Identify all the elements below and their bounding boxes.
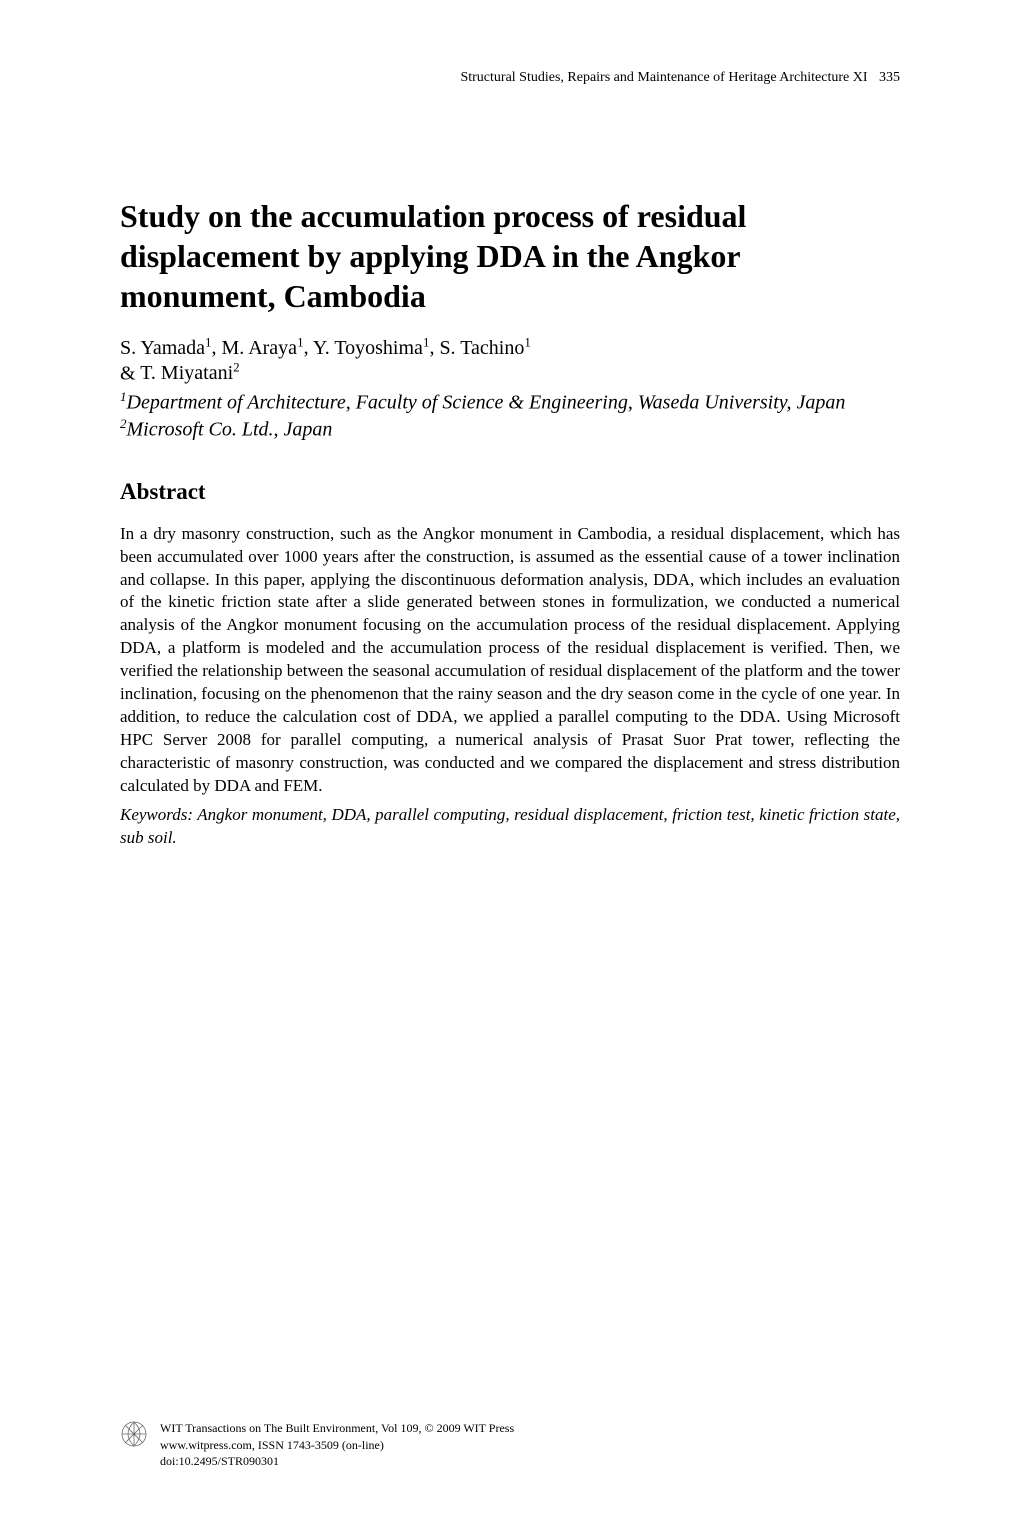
page-number: 335 xyxy=(879,70,900,85)
authors: S. Yamada1, M. Araya1, Y. Toyoshima1, S.… xyxy=(120,334,900,385)
publisher-logo-icon xyxy=(120,1420,148,1453)
author-2: M. Araya1 xyxy=(222,337,304,359)
running-header-text: Structural Studies, Repairs and Maintena… xyxy=(460,70,867,85)
running-header: Structural Studies, Repairs and Maintena… xyxy=(120,70,900,86)
abstract-heading: Abstract xyxy=(120,479,900,505)
footer-line-2: www.witpress.com, ISSN 1743-3509 (on-lin… xyxy=(160,1437,514,1453)
affiliations: 1Department of Architecture, Faculty of … xyxy=(120,389,900,442)
footer-text: WIT Transactions on The Built Environmen… xyxy=(160,1420,514,1469)
paper-title: Study on the accumulation process of res… xyxy=(120,196,900,316)
abstract-body: In a dry masonry construction, such as t… xyxy=(120,523,900,798)
keywords: Keywords: Angkor monument, DDA, parallel… xyxy=(120,804,900,850)
affiliation-2: 2Microsoft Co. Ltd., Japan xyxy=(120,416,900,443)
footer-line-3: doi:10.2495/STR090301 xyxy=(160,1453,514,1469)
author-1: S. Yamada1 xyxy=(120,337,212,359)
author-4: S. Tachino1 xyxy=(439,337,530,359)
author-3: Y. Toyoshima1 xyxy=(313,337,430,359)
footer: WIT Transactions on The Built Environmen… xyxy=(120,1420,900,1469)
affiliation-1: 1Department of Architecture, Faculty of … xyxy=(120,389,900,416)
author-5: T. Miyatani2 xyxy=(140,362,239,384)
footer-line-1: WIT Transactions on The Built Environmen… xyxy=(160,1420,514,1436)
